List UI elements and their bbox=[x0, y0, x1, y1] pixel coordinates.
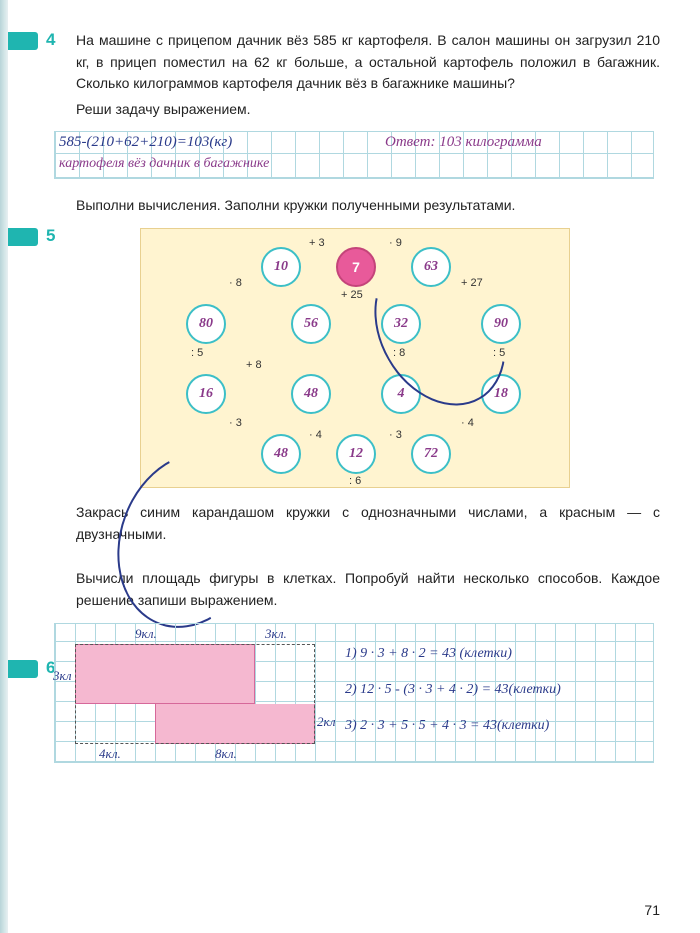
op-times3: · 3 bbox=[229, 417, 242, 429]
shape-bottom bbox=[155, 704, 315, 744]
problem-5-text: Выполни вычисления. Заполни кружки получ… bbox=[76, 195, 660, 217]
op-div6: : 6 bbox=[349, 475, 361, 487]
problem-5-block: Выполни вычисления. Заполни кружки получ… bbox=[68, 195, 660, 217]
problem-5-tab bbox=[8, 228, 38, 246]
circle-48b: 48 bbox=[261, 434, 301, 474]
solution-1: 1) 9 · 3 + 8 · 2 = 43 (клетки) bbox=[345, 646, 512, 662]
problem-4-block: На машине с прицепом дачник вёз 585 кг к… bbox=[68, 30, 660, 121]
problem-4-solution: 585-(210+62+210)=103(кг) bbox=[59, 134, 232, 151]
op-times3b: · 3 bbox=[389, 429, 402, 441]
op-plus8: + 8 bbox=[246, 359, 262, 371]
page-edge-decoration bbox=[0, 0, 8, 933]
label-3kl-top: 3кл. bbox=[265, 626, 287, 642]
problem-4-text: На машине с прицепом дачник вёз 585 кг к… bbox=[76, 30, 660, 95]
op-times4a: · 4 bbox=[309, 429, 322, 441]
problem-4-answer: Ответ: 103 килограмма bbox=[385, 134, 542, 151]
op-div5: : 5 bbox=[191, 347, 203, 359]
label-2kl: 2кл bbox=[317, 714, 336, 730]
problem-5-number: 5 bbox=[46, 226, 55, 246]
solution-3: 3) 2 · 3 + 5 · 5 + 4 · 3 = 43(клетки) bbox=[345, 718, 549, 734]
label-4kl: 4кл. bbox=[99, 746, 121, 762]
circle-12: 12 bbox=[336, 434, 376, 474]
calculation-diagram: 7 10 63 80 56 32 90 16 48 4 18 48 12 72 … bbox=[140, 228, 570, 488]
problem-4-answer-grid: 585-(210+62+210)=103(кг) Ответ: 103 кило… bbox=[54, 131, 654, 179]
circle-16: 16 bbox=[186, 374, 226, 414]
label-9kl: 9кл. bbox=[135, 626, 157, 642]
op-times4b: · 4 bbox=[461, 417, 474, 429]
label-8kl: 8кл. bbox=[215, 746, 237, 762]
label-3kl-left: 3кл bbox=[53, 668, 72, 684]
problem-6-tab bbox=[8, 660, 38, 678]
problem-4-instruction: Реши задачу выражением. bbox=[76, 99, 660, 121]
circle-10: 10 bbox=[261, 247, 301, 287]
center-circle: 7 bbox=[336, 247, 376, 287]
circle-80: 80 bbox=[186, 304, 226, 344]
page-number: 71 bbox=[644, 902, 660, 918]
shape-top bbox=[75, 644, 255, 704]
problem-4-answer-line2: картофеля вёз дачник в багажнике bbox=[59, 156, 269, 172]
solution-2: 2) 12 · 5 - (3 · 3 + 4 · 2) = 43(клетки) bbox=[345, 682, 561, 698]
problem-4-number: 4 bbox=[46, 30, 55, 50]
op-plus3: + 3 bbox=[309, 237, 325, 249]
circle-72: 72 bbox=[411, 434, 451, 474]
problem-6-grid: 9кл. 3кл. 3кл 4кл. 8кл. 2кл 1) 9 · 3 + 8… bbox=[54, 623, 654, 763]
problem-4-tab bbox=[8, 32, 38, 50]
circle-48: 48 bbox=[291, 374, 331, 414]
op-plus25: + 25 bbox=[341, 289, 363, 301]
op-times9: · 9 bbox=[389, 237, 402, 249]
circle-56: 56 bbox=[291, 304, 331, 344]
op-times8: · 8 bbox=[229, 277, 242, 289]
